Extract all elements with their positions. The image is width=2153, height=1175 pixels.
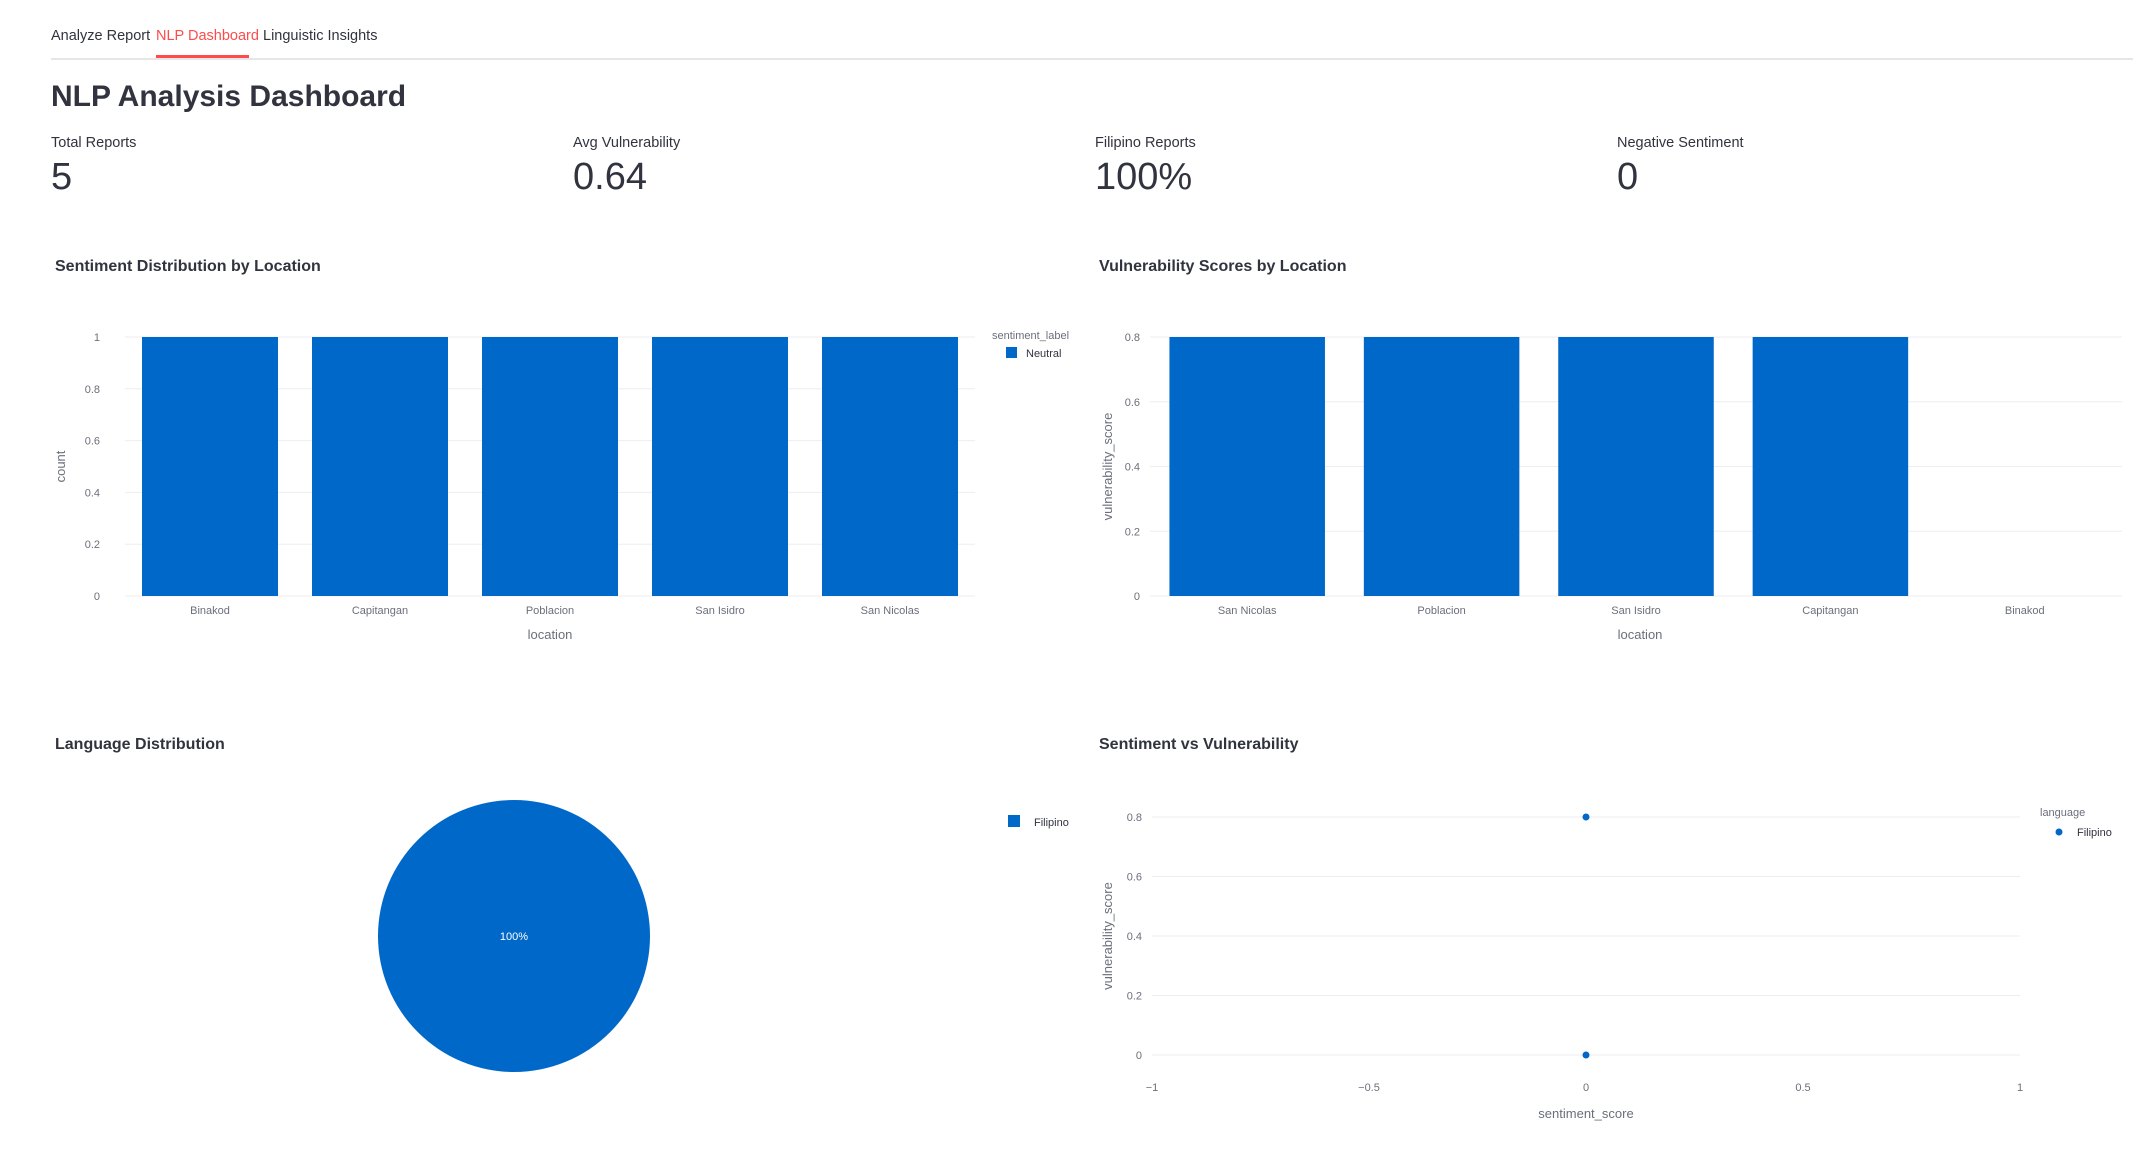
y-tick-label: 0.4: [1127, 931, 1142, 943]
x-tick-label: Binakod: [190, 605, 230, 617]
metric-filipino-reports: Filipino Reports 100%: [1095, 135, 1196, 199]
pie-slice-label: 100%: [500, 931, 528, 943]
bar-san-nicolas: [822, 337, 958, 596]
legend-label: Filipino: [1034, 817, 1069, 829]
x-tick-label: Poblacion: [526, 605, 574, 617]
x-tick-label: 0.5: [1795, 1082, 1810, 1094]
x-tick-label: −0.5: [1358, 1082, 1380, 1094]
bar-capitangan: [1752, 337, 1909, 596]
y-tick-label: 0.6: [1125, 397, 1140, 409]
metric-label: Total Reports: [51, 135, 137, 151]
metric-value: 0: [1617, 156, 1639, 198]
y-tick-label: 0.8: [1127, 812, 1142, 824]
metric-negative-sentiment: Negative Sentiment 0: [1617, 135, 1744, 199]
bar-san-nicolas: [1169, 337, 1325, 596]
y-tick-label: 0: [1134, 591, 1140, 603]
y-axis-label: count: [53, 450, 68, 482]
metric-total-reports: Total Reports 5: [51, 135, 136, 199]
bar-poblacion: [1363, 337, 1520, 596]
chart-title-language-distribution: Language Distribution: [55, 736, 225, 753]
y-tick-label: 0.4: [1125, 462, 1140, 474]
metric-label: Avg Vulnerability: [573, 135, 681, 151]
tab-nlp-dashboard[interactable]: NLP Dashboard: [156, 28, 259, 44]
tab-linguistic-insights[interactable]: Linguistic Insights: [263, 28, 378, 44]
x-tick-label: −1: [1146, 1082, 1159, 1094]
y-tick-label: 0.6: [85, 436, 100, 448]
metric-value: 100%: [1095, 156, 1193, 198]
page-title: NLP Analysis Dashboard: [51, 80, 407, 113]
tab-bar: Analyze Report NLP Dashboard Linguistic …: [51, 18, 2133, 60]
legend-swatch: [2055, 828, 2063, 836]
y-tick-label: 1: [94, 332, 100, 344]
chart-title-sentiment-distribution: Sentiment Distribution by Location: [55, 258, 321, 275]
x-tick-label: Capitangan: [1802, 605, 1858, 617]
legend-title: language: [2040, 807, 2085, 819]
x-tick-label: Capitangan: [352, 605, 408, 617]
metric-avg-vulnerability: Avg Vulnerability 0.64: [573, 135, 680, 199]
chart-title-vulnerability-scores: Vulnerability Scores by Location: [1099, 258, 1347, 275]
bar-capitangan: [312, 337, 448, 596]
legend-label: Filipino: [2077, 827, 2112, 839]
metric-label: Filipino Reports: [1095, 135, 1196, 151]
chart-title-sentiment-vs-vulnerability: Sentiment vs Vulnerability: [1099, 736, 1299, 753]
metric-label: Negative Sentiment: [1617, 135, 1744, 151]
x-tick-label: San Isidro: [695, 605, 745, 617]
y-axis-label: vulnerability_score: [1100, 882, 1115, 990]
metric-value: 5: [51, 156, 73, 198]
x-axis-label: location: [528, 627, 573, 642]
scatter-point: [1582, 813, 1590, 821]
pie-slice-filipino: [378, 800, 650, 1072]
x-axis-label: sentiment_score: [1538, 1106, 1633, 1121]
metric-value: 0.64: [573, 156, 647, 198]
x-tick-label: 1: [2017, 1082, 2023, 1094]
bar-san-isidro: [1558, 337, 1714, 596]
active-tab-indicator: [156, 55, 249, 58]
x-axis-label: location: [1618, 627, 1663, 642]
y-tick-label: 0.8: [85, 384, 100, 396]
x-tick-label: Binakod: [2005, 605, 2045, 617]
y-tick-label: 0: [1136, 1050, 1142, 1062]
y-tick-label: 0.6: [1127, 872, 1142, 884]
y-tick-label: 0: [94, 591, 100, 603]
y-tick-label: 0.4: [85, 487, 100, 499]
x-tick-label: San Isidro: [1611, 605, 1661, 617]
legend-swatch: [1008, 815, 1020, 827]
y-axis-label: vulnerability_score: [1100, 413, 1115, 521]
bar-binakod: [142, 337, 278, 596]
y-tick-label: 0.2: [1127, 991, 1142, 1003]
y-tick-label: 0.2: [85, 539, 100, 551]
x-tick-label: San Nicolas: [1218, 605, 1277, 617]
scatter-point: [1582, 1051, 1590, 1059]
x-tick-label: 0: [1583, 1082, 1589, 1094]
x-tick-label: San Nicolas: [861, 605, 920, 617]
legend-label: Neutral: [1026, 348, 1061, 360]
bar-san-isidro: [652, 337, 788, 596]
y-tick-label: 0.2: [1125, 526, 1140, 538]
tab-analyze-report[interactable]: Analyze Report: [51, 28, 151, 44]
x-tick-label: Poblacion: [1417, 605, 1465, 617]
legend-swatch: [1006, 347, 1017, 358]
legend-title: sentiment_label: [992, 330, 1069, 342]
y-tick-label: 0.8: [1125, 332, 1140, 344]
bar-poblacion: [482, 337, 618, 596]
